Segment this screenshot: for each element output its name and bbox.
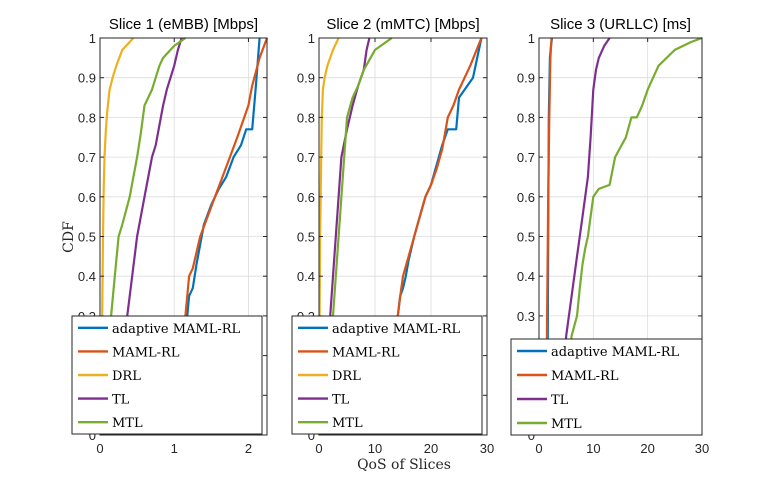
y-tick-label: 0.6: [78, 190, 96, 205]
legend: adaptive MAML-RL MAML-RL DRL TL MTL: [291, 315, 483, 435]
x-tick-label: 0: [315, 441, 322, 456]
legend-label: TL: [112, 393, 130, 408]
chart-title: Slice 2 (mMTC) [Mbps]: [326, 16, 479, 33]
legend-box: [291, 315, 483, 435]
y-tick-label: 1: [528, 31, 535, 46]
x-tick-label: 10: [586, 441, 600, 456]
y-tick-label: 0.5: [517, 230, 535, 245]
x-tick-label: 10: [368, 441, 382, 456]
y-tick-label: 0.3: [517, 309, 535, 324]
x-tick-label: 0: [96, 441, 103, 456]
legend-label: DRL: [112, 369, 141, 384]
legend-label: adaptive MAML-RL: [112, 322, 241, 337]
x-tick-label: 30: [695, 441, 709, 456]
series-line-maml-rl: [164, 37, 269, 436]
y-tick-label: 1: [89, 31, 96, 46]
y-tick-label: 0.8: [297, 110, 315, 125]
y-tick-label: 0.4: [297, 269, 315, 284]
legend-label: MTL: [332, 416, 363, 431]
legend-label: adaptive MAML-RL: [332, 322, 461, 337]
legend-label: TL: [332, 393, 350, 408]
x-tick-label: 0: [535, 441, 542, 456]
chart-panel-2: 00.10.20.30.40.50.60.70.80.910102030Slic…: [291, 16, 494, 456]
y-tick-label: 0.5: [297, 230, 315, 245]
legend-label: MAML-RL: [112, 345, 180, 360]
legend: adaptive MAML-RL MAML-RL DRL TL MTL: [71, 315, 263, 435]
y-tick-label: 0: [308, 428, 315, 443]
chart-panel-3: 00.10.20.30.40.50.60.70.80.910102030Slic…: [510, 16, 709, 456]
x-tick-label: 1: [171, 441, 178, 456]
legend-label: DRL: [332, 369, 361, 384]
chart-title: Slice 3 (URLLC) [ms]: [550, 16, 691, 33]
y-axis-label: CDF: [61, 221, 77, 253]
legend-label: MTL: [551, 417, 582, 432]
legend-label: MTL: [112, 416, 143, 431]
series-line-mtl: [562, 36, 703, 436]
y-tick-label: 0.9: [517, 71, 535, 86]
x-axis-label: QoS of Slices: [357, 457, 451, 473]
y-tick-label: 0.6: [297, 190, 315, 205]
y-tick-label: 0.6: [517, 190, 535, 205]
chart-title: Slice 1 (eMBB) [Mbps]: [109, 16, 258, 33]
y-tick-label: 0.9: [297, 71, 315, 86]
legend: adaptive MAML-RL MAML-RL TL MTL: [510, 338, 703, 436]
legend-box: [510, 338, 703, 436]
legend-label: MAML-RL: [551, 369, 619, 384]
legend-label: adaptive MAML-RL: [551, 345, 680, 360]
y-tick-label: 0.9: [78, 71, 96, 86]
y-tick-label: 1: [308, 31, 315, 46]
y-tick-label: 0.5: [78, 230, 96, 245]
y-tick-label: 0: [89, 428, 96, 443]
legend-label: MAML-RL: [332, 345, 400, 360]
y-tick-label: 0.7: [517, 150, 535, 165]
legend-label: TL: [551, 393, 569, 408]
y-tick-label: 0.8: [78, 110, 96, 125]
x-tick-label: 30: [480, 441, 494, 456]
series-line-tl: [113, 37, 183, 436]
series-line-maml-rl: [382, 37, 483, 436]
y-tick-label: 0.7: [297, 150, 315, 165]
series-line-tl: [556, 37, 611, 436]
y-tick-label: 0.4: [517, 269, 535, 284]
y-tick-label: 0.8: [517, 110, 535, 125]
x-tick-label: 20: [424, 441, 438, 456]
series-line-maml-rl: [545, 37, 553, 436]
series-line-drl: [100, 37, 135, 436]
y-tick-label: 0.7: [78, 150, 96, 165]
x-tick-label: 2: [245, 441, 252, 456]
x-tick-label: 20: [640, 441, 654, 456]
y-tick-label: 0.4: [78, 269, 96, 284]
